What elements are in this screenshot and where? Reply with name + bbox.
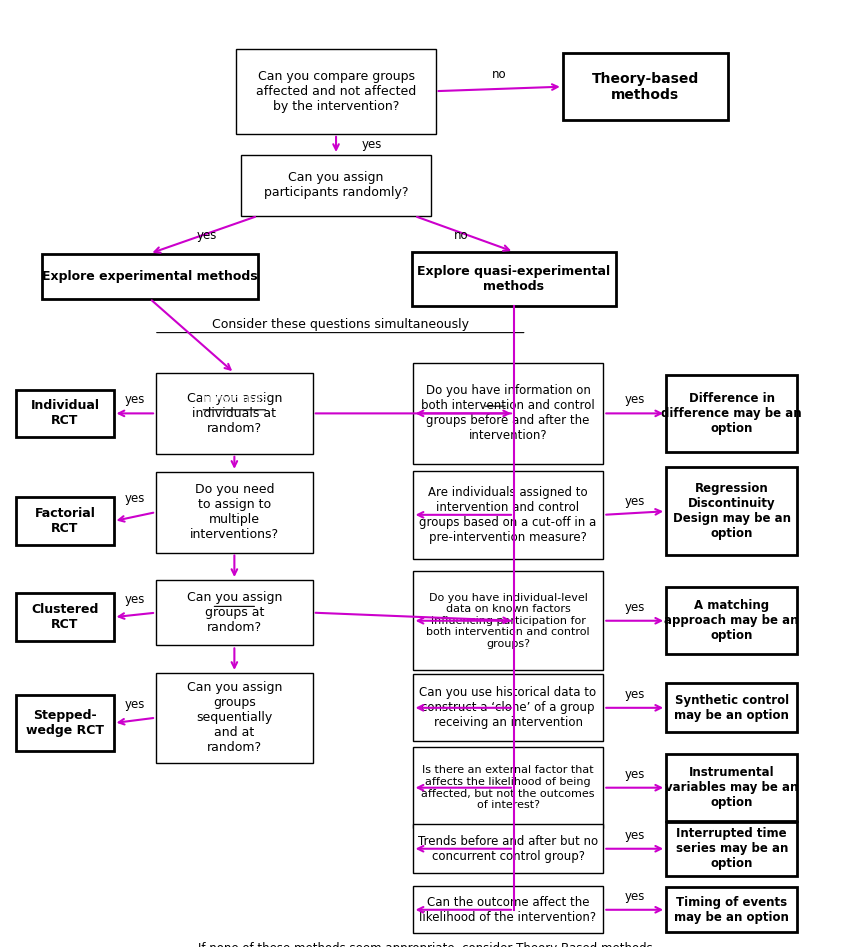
Text: Are individuals assigned to
intervention and control
groups based on a cut-off i: Are individuals assigned to intervention… [419, 486, 597, 544]
Text: yes: yes [361, 138, 382, 151]
Text: Explore quasi-experimental
methods: Explore quasi-experimental methods [417, 265, 610, 293]
Text: Can you assign
participants randomly?: Can you assign participants randomly? [264, 171, 408, 200]
FancyBboxPatch shape [666, 375, 797, 452]
Text: yes: yes [625, 688, 645, 701]
Text: Interrupted time
series may be an
option: Interrupted time series may be an option [676, 828, 788, 870]
Text: Regression
Discontinuity
Design may be an
option: Regression Discontinuity Design may be a… [672, 482, 790, 540]
FancyBboxPatch shape [156, 472, 313, 552]
Text: yes: yes [625, 829, 645, 842]
Text: Do you need
to assign to
multiple
interventions?: Do you need to assign to multiple interv… [190, 483, 279, 541]
Text: yes: yes [625, 393, 645, 406]
Text: Trends before and after but no
concurrent control group?: Trends before and after but no concurren… [418, 834, 598, 863]
Text: Can you assign
individuals at
random?: Can you assign individuals at random? [187, 392, 282, 435]
FancyBboxPatch shape [413, 471, 604, 559]
FancyBboxPatch shape [666, 822, 797, 876]
FancyBboxPatch shape [666, 467, 797, 555]
FancyBboxPatch shape [241, 155, 431, 216]
Text: Consider these questions simultaneously: Consider these questions simultaneously [212, 318, 469, 331]
Text: Can the outcome affect the
likelihood of the intervention?: Can the outcome affect the likelihood of… [419, 896, 597, 923]
FancyBboxPatch shape [666, 887, 797, 932]
Text: Factorial
RCT: Factorial RCT [35, 507, 95, 535]
Text: Can you compare groups
affected and not affected
by the intervention?: Can you compare groups affected and not … [256, 70, 416, 113]
Text: yes: yes [125, 492, 145, 505]
Text: Stepped-
wedge RCT: Stepped- wedge RCT [26, 709, 104, 737]
Text: yes: yes [125, 698, 145, 710]
Text: Theory-based
methods: Theory-based methods [592, 72, 699, 101]
FancyBboxPatch shape [413, 674, 604, 742]
FancyBboxPatch shape [413, 363, 604, 464]
Text: Is there an external factor that
affects the likelihood of being
affected, but n: Is there an external factor that affects… [422, 765, 595, 810]
Text: Explore experimental methods: Explore experimental methods [42, 270, 258, 282]
FancyBboxPatch shape [413, 824, 604, 873]
Text: yes: yes [625, 768, 645, 780]
FancyBboxPatch shape [16, 594, 114, 641]
FancyBboxPatch shape [236, 48, 435, 134]
FancyBboxPatch shape [16, 695, 114, 751]
Text: no: no [454, 229, 468, 242]
FancyBboxPatch shape [156, 373, 313, 454]
FancyBboxPatch shape [16, 497, 114, 545]
Text: yes: yes [625, 890, 645, 902]
Text: Timing of events
may be an option: Timing of events may be an option [674, 896, 789, 923]
FancyBboxPatch shape [156, 672, 313, 762]
Text: Difference in
difference may be an
option: Difference in difference may be an optio… [661, 392, 802, 435]
Text: Can you use historical data to
construct a ‘clone’ of a group
receiving an inter: Can you use historical data to construct… [419, 687, 597, 729]
Text: Clustered
RCT: Clustered RCT [31, 603, 99, 631]
FancyBboxPatch shape [563, 53, 728, 120]
FancyBboxPatch shape [413, 747, 604, 828]
Text: yes: yes [625, 600, 645, 614]
Text: Do you have information on
both intervention and control
groups before and after: Do you have information on both interven… [421, 384, 595, 442]
FancyBboxPatch shape [412, 252, 615, 306]
FancyBboxPatch shape [666, 754, 797, 821]
FancyBboxPatch shape [156, 580, 313, 646]
Text: individuals: individuals [201, 393, 268, 406]
FancyBboxPatch shape [666, 683, 797, 732]
FancyBboxPatch shape [413, 571, 604, 670]
FancyBboxPatch shape [413, 886, 604, 933]
Text: yes: yes [125, 593, 145, 606]
Text: Do you have individual-level
data on known factors
influencing participation for: Do you have individual-level data on kno… [426, 593, 590, 649]
Text: yes: yes [125, 393, 145, 406]
Text: Can you assign
groups at
random?: Can you assign groups at random? [187, 591, 282, 634]
Text: Instrumental
variables may be an
option: Instrumental variables may be an option [665, 766, 798, 809]
Text: If none of these methods seem appropriate, consider Theory-Based methods: If none of these methods seem appropriat… [197, 942, 653, 947]
Text: A matching
approach may be an
option: A matching approach may be an option [665, 599, 799, 642]
Text: Individual
RCT: Individual RCT [31, 400, 99, 427]
Text: Can you assign
groups
sequentially
and at
random?: Can you assign groups sequentially and a… [187, 681, 282, 754]
FancyBboxPatch shape [16, 389, 114, 438]
FancyBboxPatch shape [42, 254, 258, 298]
FancyBboxPatch shape [666, 587, 797, 654]
Text: yes: yes [625, 495, 645, 508]
Text: no: no [492, 68, 507, 81]
Text: yes: yes [196, 229, 217, 242]
Text: Synthetic control
may be an option: Synthetic control may be an option [674, 694, 789, 722]
